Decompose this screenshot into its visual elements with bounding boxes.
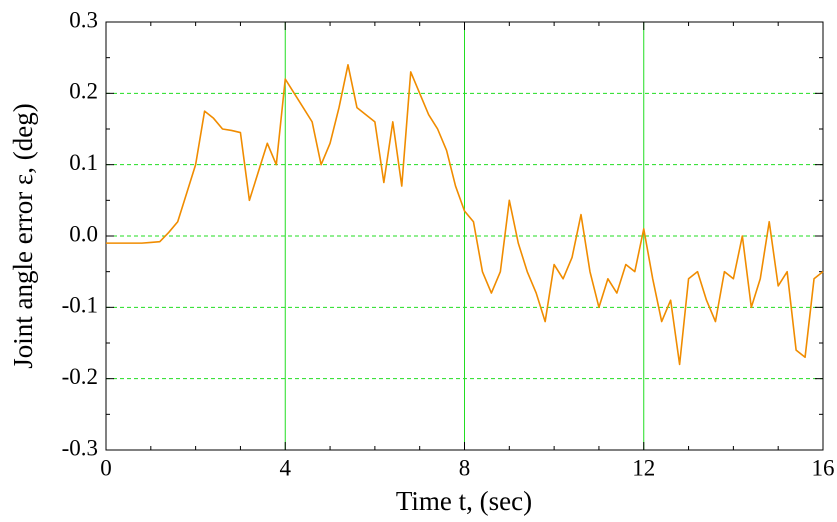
y-axis-label: Joint angle error ε, (deg) xyxy=(8,103,38,369)
x-tick-label: 4 xyxy=(280,455,292,480)
x-tick-label: 16 xyxy=(812,455,835,480)
y-tick-label: 0.3 xyxy=(69,7,98,32)
y-tick-label: -0.3 xyxy=(62,435,98,460)
y-tick-label: 0.2 xyxy=(69,79,98,104)
data-line xyxy=(106,64,824,366)
x-axis-label: Time t, (sec) xyxy=(396,486,532,516)
x-tick-label: 12 xyxy=(632,455,655,480)
y-tick-label: -0.1 xyxy=(62,293,98,318)
y-tick-label: 0.1 xyxy=(69,150,98,175)
y-tick-label: -0.2 xyxy=(62,364,98,389)
plot-frame xyxy=(105,21,824,451)
x-tick-label: 0 xyxy=(100,455,112,480)
x-tick-label: 8 xyxy=(459,455,471,480)
y-tick-label: 0.0 xyxy=(69,221,98,246)
